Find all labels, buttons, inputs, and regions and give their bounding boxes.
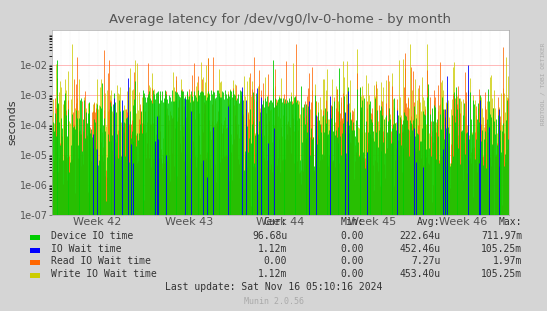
Text: 1.12m: 1.12m xyxy=(258,269,287,279)
Text: 0.00: 0.00 xyxy=(340,256,364,266)
Text: 1.97m: 1.97m xyxy=(493,256,522,266)
Title: Average latency for /dev/vg0/lv-0-home - by month: Average latency for /dev/vg0/lv-0-home -… xyxy=(109,13,451,26)
Text: Read IO Wait time: Read IO Wait time xyxy=(51,256,151,266)
Text: 0.00: 0.00 xyxy=(340,269,364,279)
Text: Cur:: Cur: xyxy=(264,217,287,227)
Text: Munin 2.0.56: Munin 2.0.56 xyxy=(243,297,304,306)
Text: 0.00: 0.00 xyxy=(264,256,287,266)
Text: RRDTOOL / TOBI OETIKER: RRDTOOL / TOBI OETIKER xyxy=(541,43,546,125)
Text: Device IO time: Device IO time xyxy=(51,231,133,241)
Text: Max:: Max: xyxy=(499,217,522,227)
Y-axis label: seconds: seconds xyxy=(7,99,17,145)
Text: 1.12m: 1.12m xyxy=(258,244,287,254)
Text: 0.00: 0.00 xyxy=(340,244,364,254)
Text: Min:: Min: xyxy=(340,217,364,227)
Text: Write IO Wait time: Write IO Wait time xyxy=(51,269,156,279)
Text: 0.00: 0.00 xyxy=(340,231,364,241)
Text: IO Wait time: IO Wait time xyxy=(51,244,121,254)
Text: 7.27u: 7.27u xyxy=(411,256,440,266)
Text: 222.64u: 222.64u xyxy=(399,231,440,241)
Text: Avg:: Avg: xyxy=(417,217,440,227)
Text: 711.97m: 711.97m xyxy=(481,231,522,241)
Text: 105.25m: 105.25m xyxy=(481,244,522,254)
Text: 453.40u: 453.40u xyxy=(399,269,440,279)
Text: 452.46u: 452.46u xyxy=(399,244,440,254)
Text: 96.68u: 96.68u xyxy=(252,231,287,241)
Text: Last update: Sat Nov 16 05:10:16 2024: Last update: Sat Nov 16 05:10:16 2024 xyxy=(165,282,382,292)
Text: 105.25m: 105.25m xyxy=(481,269,522,279)
